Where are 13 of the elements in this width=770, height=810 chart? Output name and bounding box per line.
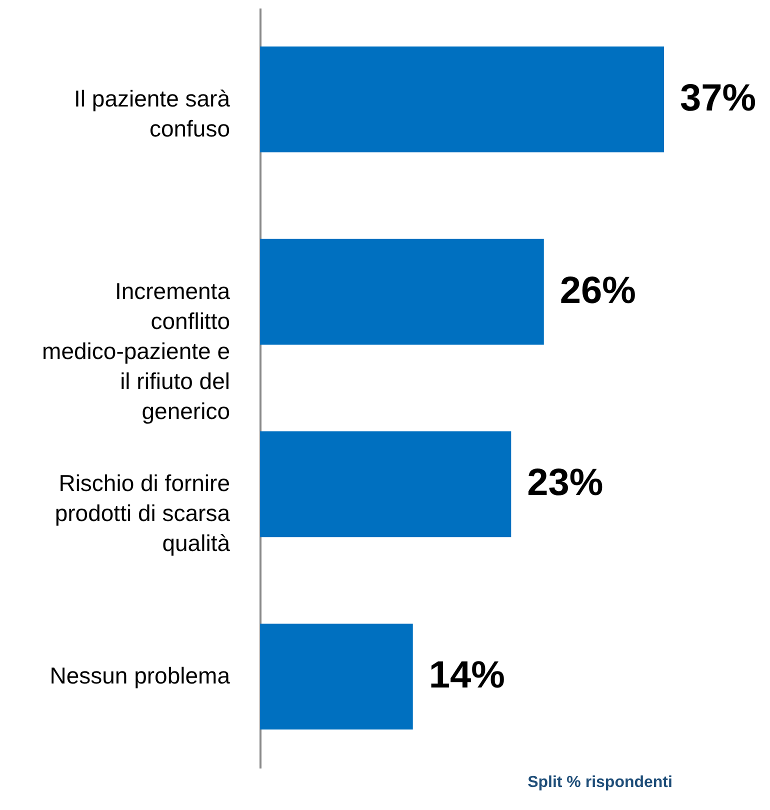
data-label: 23% <box>527 462 604 504</box>
bar <box>260 431 512 538</box>
y-tick-label: Rischio di fornire prodotti di scarsa qualità <box>54 470 230 556</box>
bar <box>260 46 664 152</box>
y-tick-label: Il paziente sarà confuso <box>74 85 230 142</box>
y-tick-label: Incrementa conflitto medico-paziente e il rifiuto del generico <box>42 278 230 424</box>
bar <box>260 238 544 345</box>
data-label: 37% <box>680 77 756 120</box>
bar <box>260 624 413 730</box>
data-label: 26% <box>560 270 636 312</box>
data-label: 14% <box>428 654 505 697</box>
y-tick-label: Nessun problema <box>50 662 230 689</box>
text: Split % rispondenti <box>528 774 672 791</box>
